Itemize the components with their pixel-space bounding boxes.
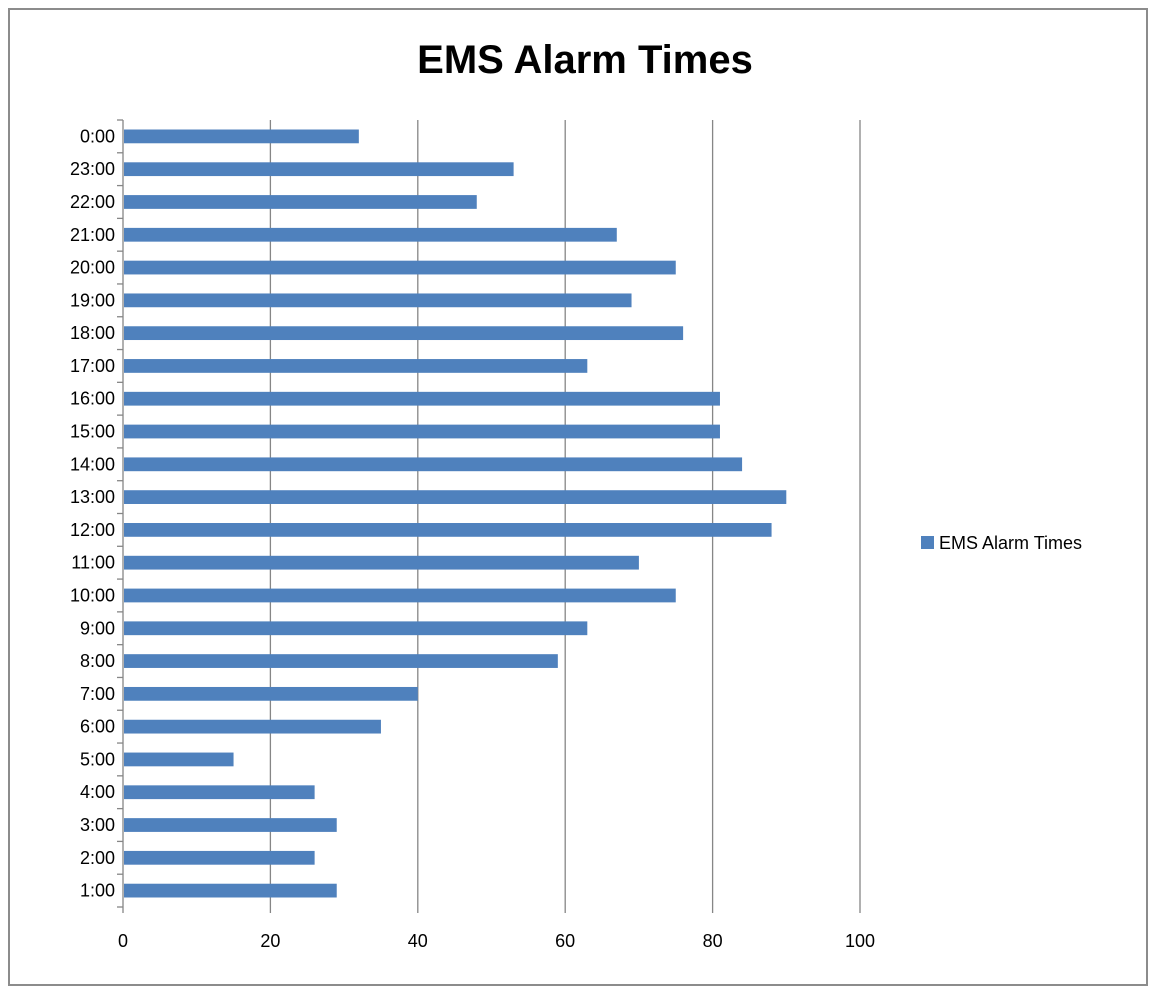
chart-title: EMS Alarm Times	[417, 38, 753, 82]
y-tick-label: 17:00	[70, 356, 115, 376]
bar-5:00	[124, 753, 234, 767]
bar-12:00	[124, 523, 772, 537]
bar-0:00	[124, 130, 359, 144]
x-tick-label: 60	[555, 931, 575, 951]
bar-13:00	[124, 490, 786, 504]
x-tick-label: 40	[408, 931, 428, 951]
bar-20:00	[124, 261, 676, 275]
y-tick-label: 5:00	[80, 749, 115, 769]
bar-14:00	[124, 457, 742, 471]
y-tick-label: 7:00	[80, 684, 115, 704]
bar-10:00	[124, 589, 676, 603]
bar-19:00	[124, 293, 632, 307]
x-tick-label: 0	[118, 931, 128, 951]
y-tick-label: 8:00	[80, 651, 115, 671]
y-tick-label: 16:00	[70, 389, 115, 409]
y-tick-label: 4:00	[80, 782, 115, 802]
bar-4:00	[124, 785, 315, 799]
y-tick-label: 1:00	[80, 881, 115, 901]
legend-label: EMS Alarm Times	[939, 533, 1082, 553]
bar-17:00	[124, 359, 587, 373]
x-tick-label: 80	[703, 931, 723, 951]
y-tick-label: 18:00	[70, 323, 115, 343]
y-tick-label: 22:00	[70, 192, 115, 212]
bar-21:00	[124, 228, 617, 242]
y-tick-label: 6:00	[80, 717, 115, 737]
y-tick-label: 10:00	[70, 585, 115, 605]
bar-3:00	[124, 818, 337, 832]
y-tick-label: 19:00	[70, 290, 115, 310]
bars	[124, 130, 786, 898]
y-tick-label: 20:00	[70, 258, 115, 278]
bar-16:00	[124, 392, 720, 406]
bar-22:00	[124, 195, 477, 209]
bar-2:00	[124, 851, 315, 865]
y-tick-label: 9:00	[80, 618, 115, 638]
y-tick-label: 15:00	[70, 422, 115, 442]
y-tick-label: 21:00	[70, 225, 115, 245]
legend: EMS Alarm Times	[921, 533, 1082, 553]
legend-swatch	[921, 536, 934, 549]
y-tick-label: 14:00	[70, 454, 115, 474]
bar-9:00	[124, 621, 587, 635]
y-tick-label: 12:00	[70, 520, 115, 540]
y-tick-label: 11:00	[71, 553, 115, 573]
x-tick-label: 20	[260, 931, 280, 951]
y-tick-label: 2:00	[80, 848, 115, 868]
y-tick-label: 0:00	[80, 126, 115, 146]
bar-6:00	[124, 720, 381, 734]
bar-18:00	[124, 326, 683, 340]
bar-8:00	[124, 654, 558, 668]
bar-1:00	[124, 884, 337, 898]
bar-7:00	[124, 687, 418, 701]
bar-15:00	[124, 425, 720, 439]
y-tick-label: 3:00	[80, 815, 115, 835]
x-tick-label: 100	[845, 931, 875, 951]
bar-23:00	[124, 162, 514, 176]
y-tick-label: 13:00	[70, 487, 115, 507]
y-tick-label: 23:00	[70, 159, 115, 179]
bar-11:00	[124, 556, 639, 570]
